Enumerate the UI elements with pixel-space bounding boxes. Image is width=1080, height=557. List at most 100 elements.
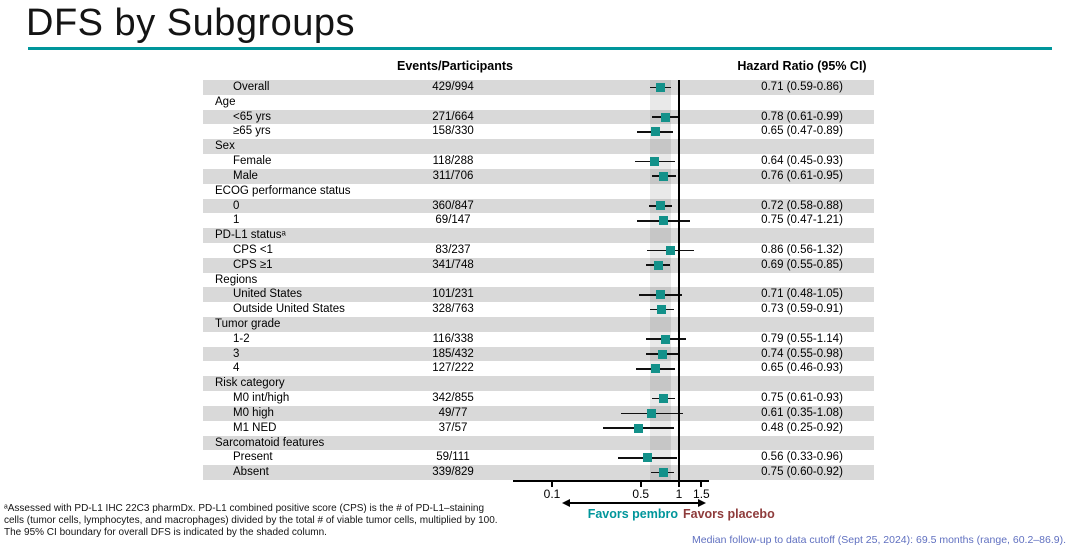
events-value: 118/288 [432,155,474,168]
hr-point-marker [659,171,669,181]
table-row: Sex [203,139,874,155]
subgroup-label: ≥65 yrs [233,125,271,138]
table-row: Female 118/288 0.64 (0.45-0.93) [203,154,874,169]
events-value: 339/829 [432,466,474,479]
table-row: Absent 339/829 0.75 (0.60-0.92) [203,465,874,480]
subgroup-label: Female [233,155,272,168]
reference-line [678,80,680,481]
hr-value: 0.75 (0.61-0.93) [761,392,843,405]
events-value: 328/763 [432,303,474,316]
subgroup-label: Present [233,451,273,464]
hr-value: 0.71 (0.59-0.86) [761,81,843,93]
table-row: Present 59/111 0.56 (0.33-0.96) [203,450,874,465]
hr-value: 0.74 (0.55-0.98) [761,347,843,360]
axis-tick-label: 1.5 [693,487,710,501]
axis-tick [551,482,553,487]
table-row: M1 NED 37/57 0.48 (0.25-0.92) [203,421,874,436]
table-row: Tumor grade [203,317,874,332]
arrowhead-left-icon [562,499,570,507]
axis-tick [700,482,703,487]
events-value: 116/338 [432,332,474,345]
subgroup-header-label: Risk category [215,377,285,390]
table-row: United States 101/231 0.71 (0.48-1.05) [203,287,874,303]
hr-point-marker [649,156,659,166]
table-row: 4 127/222 0.65 (0.46-0.93) [203,361,874,376]
subgroup-label: Absent [233,466,269,479]
table-row: Sarcomatoid features [203,435,874,451]
table-row: 1 69/147 0.75 (0.47-1.21) [203,213,874,228]
hr-point-marker [658,216,668,226]
hr-value: 0.86 (0.56-1.32) [761,243,843,256]
column-header-events: Events/Participants [396,59,513,73]
hr-point-marker [660,112,670,122]
hr-point-marker [666,245,676,255]
favors-pembro-label: Favors pembro [587,507,678,521]
events-value: 59/111 [436,451,470,464]
table-row: M0 high 49/77 0.61 (0.35-1.08) [203,405,874,421]
table-row: ≥65 yrs 158/330 0.65 (0.47-0.89) [203,124,874,139]
table-row: 1-2 116/338 0.79 (0.55-1.14) [203,332,874,347]
hr-point-marker [650,127,660,137]
events-value: 341/748 [432,258,474,271]
events-value: 83/237 [435,243,471,256]
subgroup-label: 0 [233,199,240,212]
footnote-line: cells (tumor cells, lymphocytes, and mac… [4,515,498,526]
hr-value: 0.71 (0.48-1.05) [761,288,843,301]
hr-point-marker [658,394,668,404]
events-value: 360/847 [432,199,474,212]
hr-value: 0.76 (0.61-0.95) [761,169,843,182]
events-value: 271/664 [432,110,474,123]
hr-value: 0.65 (0.47-0.89) [761,125,843,138]
axis-tick-label: 0.1 [543,487,561,501]
events-value: 127/222 [432,362,474,375]
hr-point-marker [655,82,665,92]
table-row: Age [203,95,874,110]
table-row: Overall 429/994 0.71 (0.59-0.86) [203,80,874,95]
subgroup-label: CPS <1 [233,243,273,256]
subgroup-header-label: PD-L1 statusᵃ [215,229,286,242]
events-value: 185/432 [432,347,474,360]
title-underline-rule [28,47,1052,50]
events-value: 49/77 [438,406,468,419]
hr-value: 0.75 (0.60-0.92) [761,466,843,479]
axis-tick [639,482,642,487]
subgroup-header-label: Tumor grade [215,318,281,331]
subgroup-label: Outside United States [233,303,345,316]
subgroup-label: Male [233,169,258,182]
events-value: 101/231 [432,288,474,301]
hr-value: 0.65 (0.46-0.93) [761,362,843,375]
table-row: Outside United States 328/763 0.73 (0.59-0… [203,302,874,317]
subgroup-header-label: Regions [215,273,258,286]
subgroup-label: United States [233,288,303,301]
table-row: PD-L1 statusᵃ [203,228,874,243]
events-value: 158/330 [432,125,474,138]
table-row: Male 311/706 0.76 (0.61-0.95) [203,168,874,184]
subgroup-header-label: Sex [215,140,235,153]
hr-point-marker [657,349,667,359]
subgroup-label: M1 NED [233,421,277,434]
favors-placebo-label: Favors placebo [683,507,775,521]
hr-point-marker [647,408,657,418]
hr-point-marker [657,305,667,315]
events-value: 69/147 [435,214,471,227]
overall-ci-shaded-column [649,80,671,481]
footnotes: ᵃAssessed with PD-L1 IHC 22C3 pharmDx. P… [4,503,498,539]
median-followup-note: Median follow-up to data cutoff (Sept 25… [692,534,1066,546]
subgroup-label: Overall [233,81,270,93]
subgroup-label: 1 [233,214,240,227]
x-axis-line [513,480,709,482]
footnote-line: ᵃAssessed with PD-L1 IHC 22C3 pharmDx. P… [4,503,485,514]
subgroup-label: <65 yrs [233,110,272,123]
events-value: 311/706 [432,169,474,182]
subgroup-header-label: Sarcomatoid features [215,436,325,449]
arrowhead-right-icon [698,499,706,507]
hr-point-marker [658,468,668,478]
hr-value: 0.64 (0.45-0.93) [761,155,843,168]
table-row: 0 360/847 0.72 (0.58-0.88) [203,198,874,214]
hr-point-marker [634,423,644,433]
hr-value: 0.61 (0.35-1.08) [761,406,843,419]
table-row: 3 185/432 0.74 (0.55-0.98) [203,346,874,362]
table-row: Regions [203,273,874,288]
